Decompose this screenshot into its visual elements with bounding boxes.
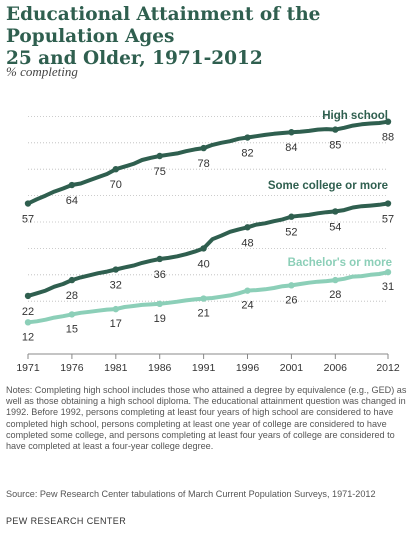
data-label: 31 (382, 281, 394, 293)
data-point (68, 181, 76, 189)
data-label: 52 (285, 227, 297, 239)
data-label: 84 (285, 142, 297, 154)
data-point (200, 245, 207, 252)
series-line-3 (26, 270, 390, 325)
data-point (112, 305, 120, 313)
data-point (244, 224, 251, 231)
data-label: 19 (154, 313, 166, 325)
data-point (24, 200, 32, 207)
data-label: 78 (197, 158, 209, 170)
data-label: 17 (110, 318, 122, 330)
data-label: 22 (22, 306, 34, 318)
data-point (288, 129, 295, 136)
series-label-2: Some college or more (268, 180, 388, 192)
data-label: 88 (382, 132, 394, 144)
data-label: 40 (197, 258, 209, 270)
data-label: 48 (241, 237, 253, 249)
data-label: 36 (154, 269, 166, 281)
data-label: 75 (154, 166, 166, 178)
chart-title-line-2: 25 and Older, 1971-2012 (6, 48, 263, 69)
data-label: 26 (285, 294, 297, 306)
data-point (156, 255, 163, 263)
data-label: 57 (22, 214, 34, 226)
data-point (68, 311, 76, 318)
x-tick-label: 1986 (148, 362, 172, 374)
data-point (244, 287, 251, 294)
x-tick-label: 1971 (16, 362, 40, 374)
data-point (200, 295, 207, 302)
data-label: 28 (66, 290, 78, 302)
data-point (200, 144, 207, 152)
data-point (156, 300, 163, 308)
data-point (384, 268, 392, 276)
x-tick-label: 1991 (192, 362, 216, 374)
data-label: 85 (329, 140, 341, 152)
data-point (156, 152, 163, 160)
data-label: 12 (22, 331, 34, 343)
series-line-1 (26, 119, 390, 206)
series-label-3: Bachelor's or more (288, 257, 392, 269)
line-chart: 1971 1976 1981 1986 1991 1996 2001 2006 2012 57 64… (16, 110, 400, 374)
series-line-2 (26, 201, 390, 298)
data-point (384, 200, 392, 207)
data-point (24, 292, 32, 300)
x-tick-label: 1976 (60, 362, 84, 374)
data-label: 82 (241, 148, 253, 160)
series-label-1: High school (322, 110, 388, 122)
data-point (332, 126, 339, 133)
data-label: 54 (329, 221, 341, 233)
x-tick-label: 2001 (280, 362, 304, 374)
data-label: 57 (382, 214, 394, 226)
x-tick-label: 2012 (376, 362, 400, 374)
brand-logo-text: PEW RESEARCH CENTER (6, 516, 127, 526)
data-point (112, 166, 120, 173)
data-label: 32 (110, 280, 122, 292)
data-point (384, 118, 392, 125)
chart-title-line-1: Educational Attainment of the Population… (6, 4, 321, 47)
data-label: 15 (66, 323, 78, 335)
chart-notes: Notes: Completing high school includes t… (6, 385, 407, 452)
x-tick-label: 1996 (236, 362, 260, 374)
chart-source: Source: Pew Research Center tabulations … (6, 489, 376, 499)
y-axis-unit-label: % completing (6, 64, 78, 79)
data-label: 70 (110, 179, 122, 191)
x-tick-label: 2006 (324, 362, 348, 374)
data-point (288, 213, 295, 220)
data-label: 28 (329, 289, 341, 301)
x-tick-label: 1981 (104, 362, 128, 374)
data-point (68, 276, 76, 284)
data-point (288, 282, 295, 289)
data-label: 24 (241, 300, 253, 312)
data-label: 21 (197, 308, 209, 320)
data-point (244, 134, 251, 141)
data-point (332, 208, 339, 215)
chart-title: Educational Attainment of the Population… (6, 4, 410, 70)
data-point (112, 266, 120, 273)
data-point (24, 319, 32, 326)
data-point (332, 276, 339, 284)
data-label: 64 (66, 195, 78, 207)
